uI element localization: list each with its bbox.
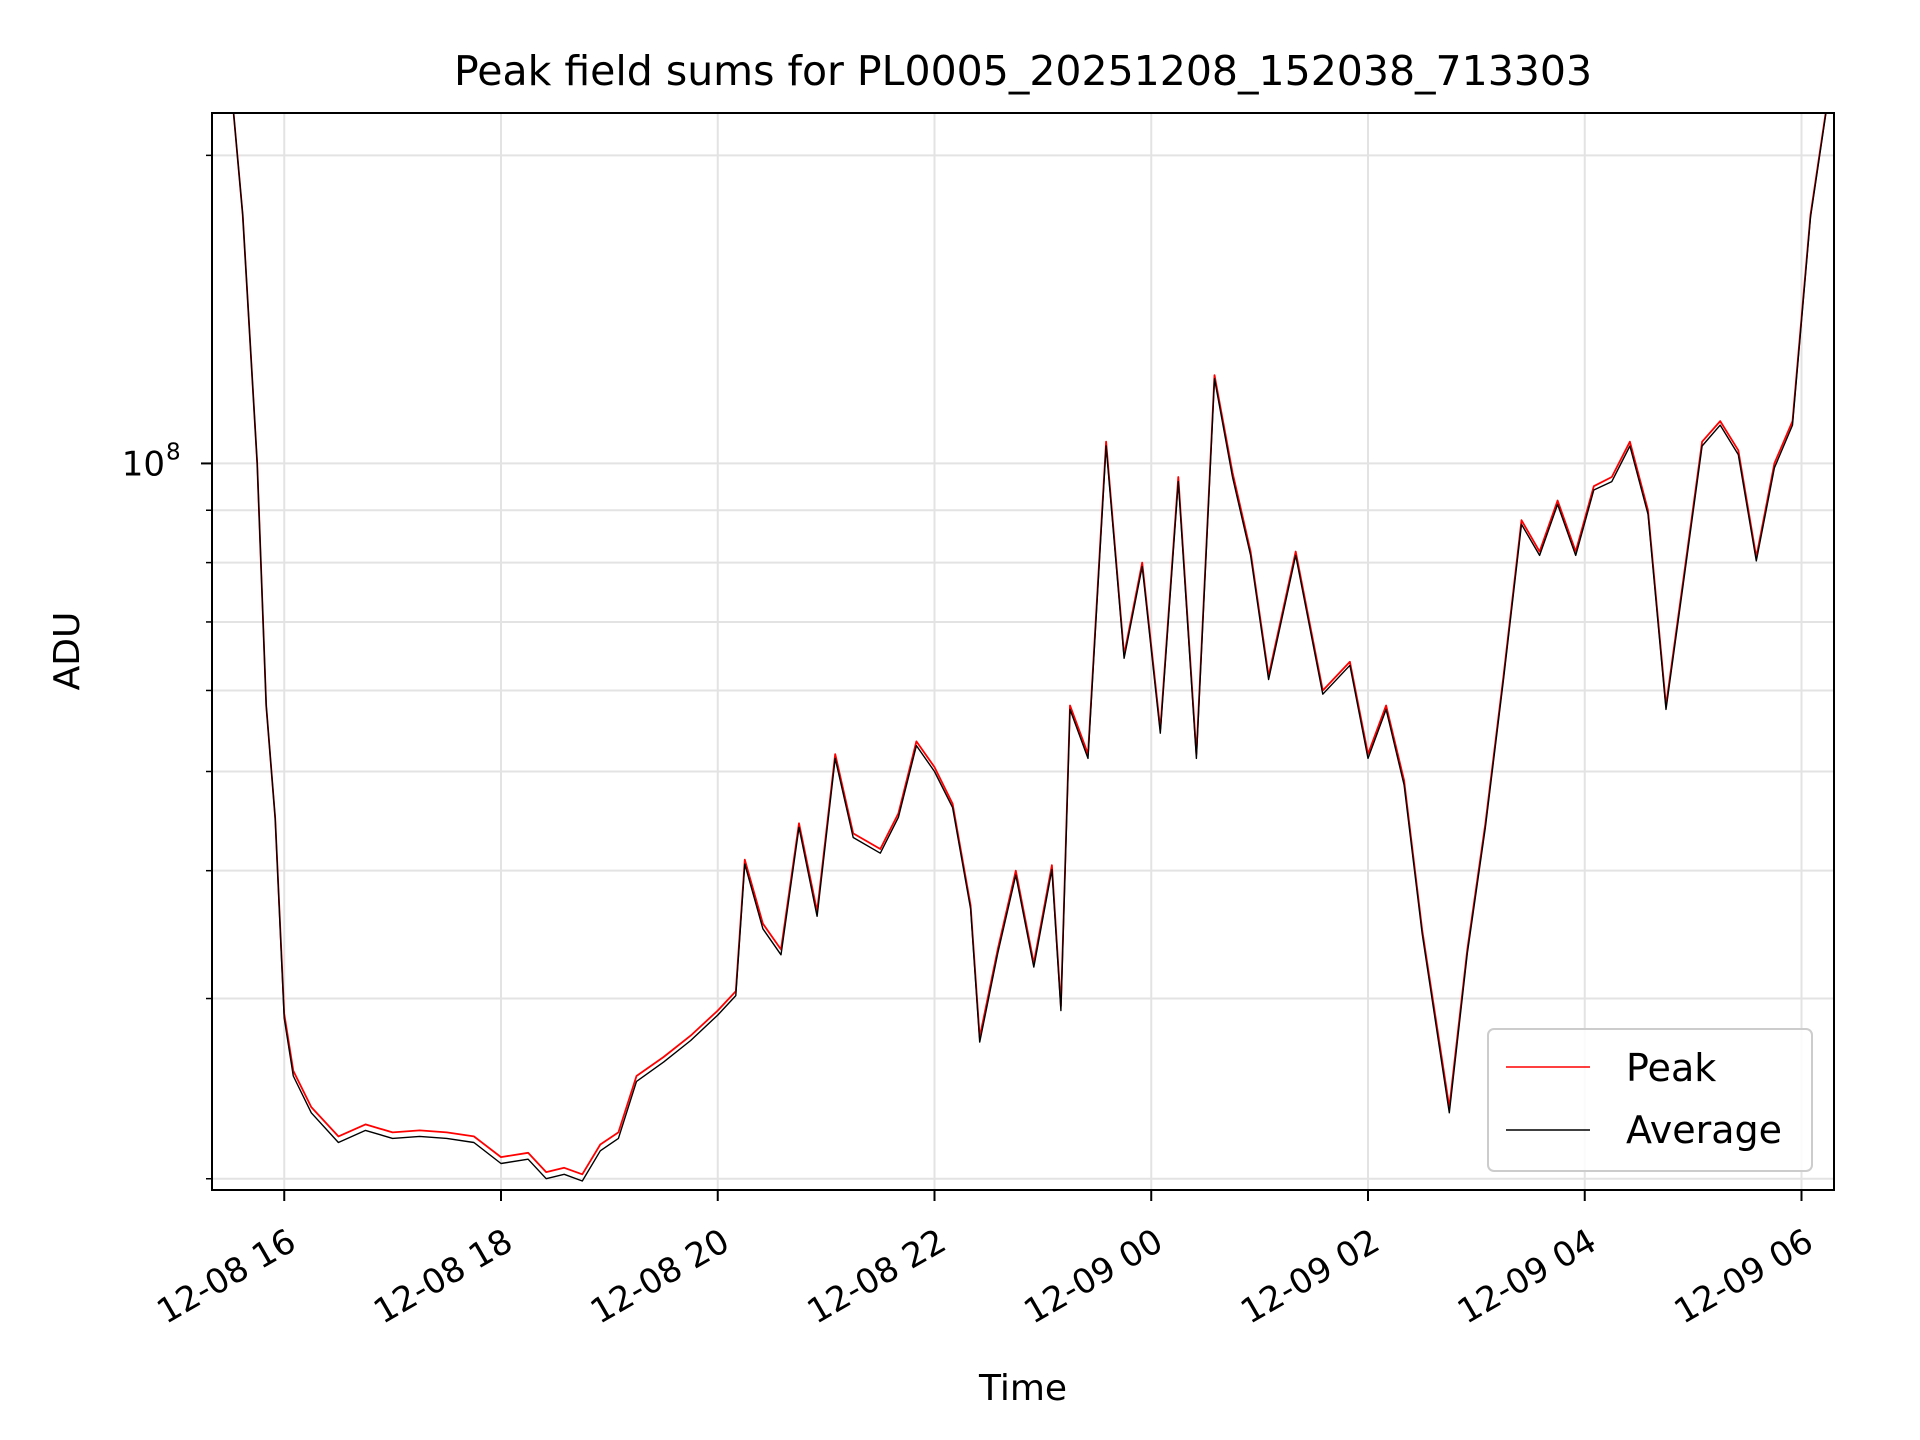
series-line-peak: [232, 113, 1827, 1176]
grid: [212, 113, 1834, 1190]
y-axis: 10 8: [122, 154, 212, 1180]
series-line-average: [232, 113, 1827, 1182]
series-layer: [232, 113, 1827, 1182]
legend-box: [1487, 1028, 1813, 1172]
y-tick-label: 10: [122, 444, 165, 484]
chart-title: Peak field sums for PL0005_20251208_1520…: [454, 47, 1592, 95]
y-tick-exponent: 8: [166, 439, 181, 465]
plot-frame: [211, 112, 1835, 1191]
y-tick-base: 10: [122, 444, 165, 484]
legend-label-peak: Peak: [1626, 1046, 1716, 1090]
legend-label-average: Average: [1626, 1108, 1782, 1152]
legend: Peak Average: [1487, 1028, 1813, 1172]
y-axis-label: ADU: [47, 612, 88, 691]
x-axis-label: Time: [978, 1368, 1067, 1409]
